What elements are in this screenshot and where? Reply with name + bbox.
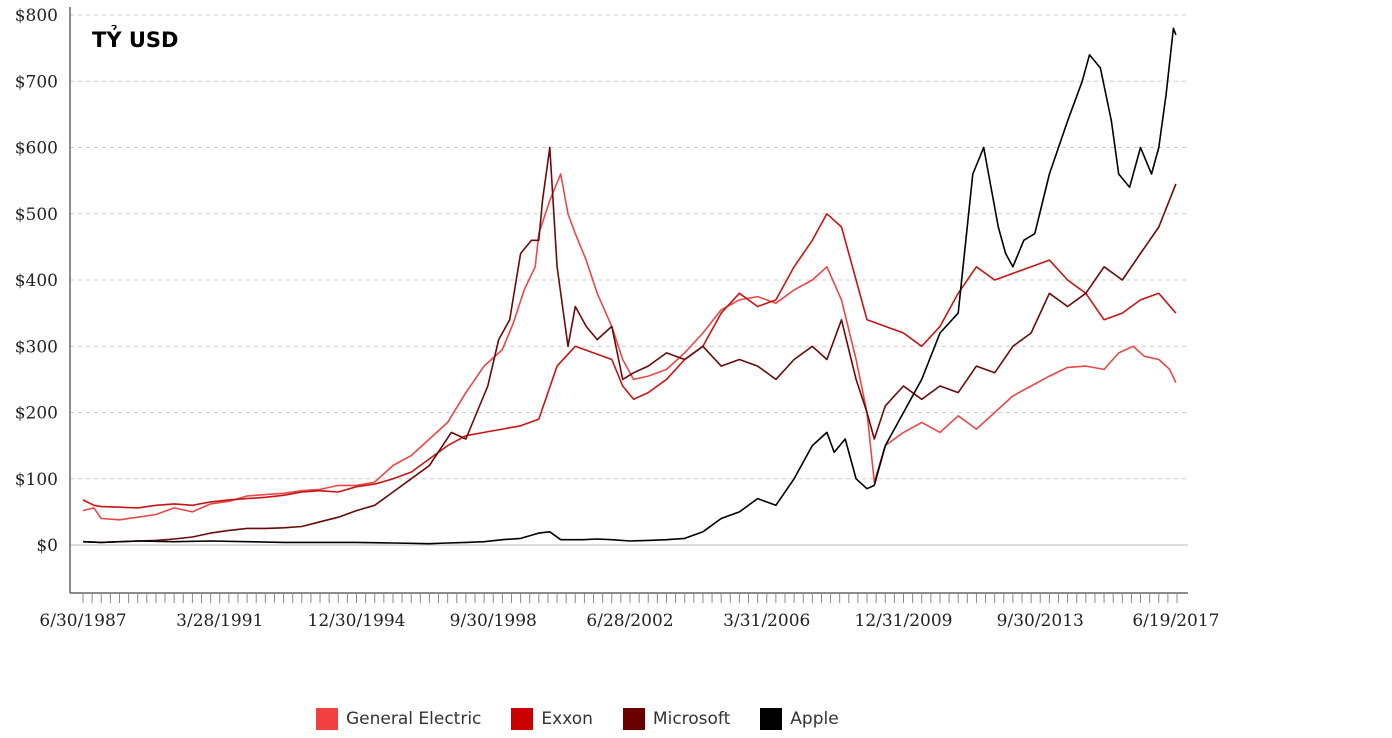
x-tick-label: 3/28/1991 — [176, 611, 263, 631]
x-tick-label: 3/31/2006 — [723, 611, 810, 631]
y-tick-label: $700 — [15, 72, 58, 92]
x-tick-label: 6/19/2017 — [1132, 611, 1219, 631]
series-line-apple — [82, 27, 1177, 545]
axes — [69, 7, 1188, 603]
x-tick-label: 12/31/2009 — [855, 611, 953, 631]
legend-swatch-microsoft — [622, 708, 645, 730]
legend: General Electric Exxon Microsoft Apple — [316, 708, 869, 730]
x-tick-label: 9/30/1998 — [450, 611, 537, 631]
x-tick-label: 6/28/2002 — [586, 611, 673, 631]
y-axis-ticks: $0 $100 $200 $300 $400 $500 $600 $700 $800 — [15, 6, 58, 556]
y-tick-label: $0 — [36, 536, 58, 556]
series-line-microsoft — [82, 146, 1177, 544]
x-tick-label: 9/30/2013 — [997, 611, 1084, 631]
y-tick-label: $400 — [15, 271, 58, 291]
y-tick-label: $600 — [15, 139, 58, 159]
y-tick-label: $200 — [15, 404, 58, 424]
y-tick-label: $300 — [15, 337, 58, 357]
legend-item-apple[interactable]: Apple — [760, 708, 839, 730]
chart-title: TỶ USD — [92, 28, 179, 52]
legend-item-general-electric[interactable]: General Electric — [316, 708, 481, 730]
gridlines — [70, 14, 1188, 546]
legend-item-microsoft[interactable]: Microsoft — [622, 708, 731, 730]
legend-label-exxon: Exxon — [541, 709, 593, 729]
series-line-general-electric — [82, 173, 1177, 521]
legend-swatch-apple — [760, 708, 783, 730]
legend-label-general-electric: General Electric — [346, 709, 482, 729]
series-lines — [82, 27, 1177, 545]
y-tick-label: $500 — [15, 205, 58, 225]
y-tick-label: $800 — [15, 6, 58, 26]
legend-label-apple: Apple — [790, 709, 839, 729]
y-tick-label: $100 — [15, 470, 58, 490]
legend-label-microsoft: Microsoft — [652, 709, 731, 729]
legend-swatch-general-electric — [316, 708, 338, 730]
series-line-exxon — [82, 213, 1177, 509]
x-tick-label: 6/30/1987 — [39, 611, 126, 631]
x-axis-ticks: 6/30/1987 3/28/1991 12/30/1994 9/30/1998 6/2… — [39, 611, 1219, 631]
x-tick-label: 12/30/1994 — [308, 611, 406, 631]
legend-item-exxon[interactable]: Exxon — [511, 708, 593, 730]
legend-swatch-exxon — [511, 708, 534, 730]
